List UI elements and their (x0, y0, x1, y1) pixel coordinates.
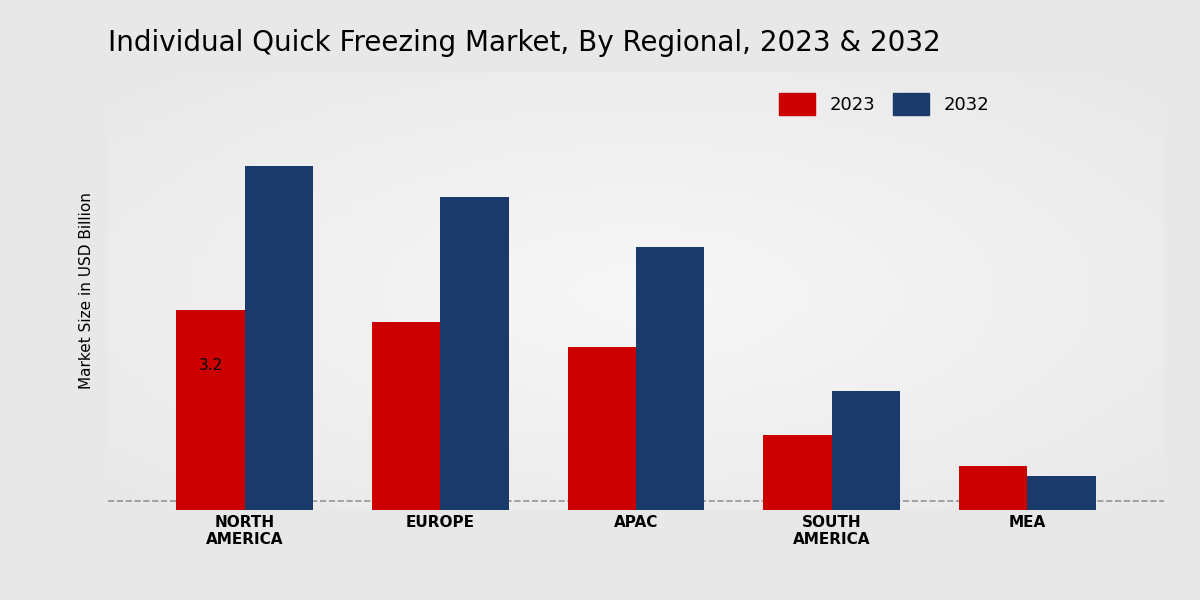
Legend: 2023, 2032: 2023, 2032 (772, 85, 996, 122)
Bar (568, 347, 636, 510)
Bar (440, 197, 509, 510)
Bar (636, 247, 704, 510)
Y-axis label: Market Size in USD Billion: Market Size in USD Billion (79, 193, 94, 389)
Bar (832, 391, 900, 510)
Bar (1027, 476, 1096, 510)
Text: Individual Quick Freezing Market, By Regional, 2023 & 2032: Individual Quick Freezing Market, By Reg… (108, 29, 941, 57)
Bar (176, 310, 245, 510)
Bar (372, 322, 440, 510)
Bar (245, 166, 313, 510)
Bar (959, 466, 1027, 510)
Text: 3.2: 3.2 (198, 358, 223, 373)
Bar (763, 435, 832, 510)
